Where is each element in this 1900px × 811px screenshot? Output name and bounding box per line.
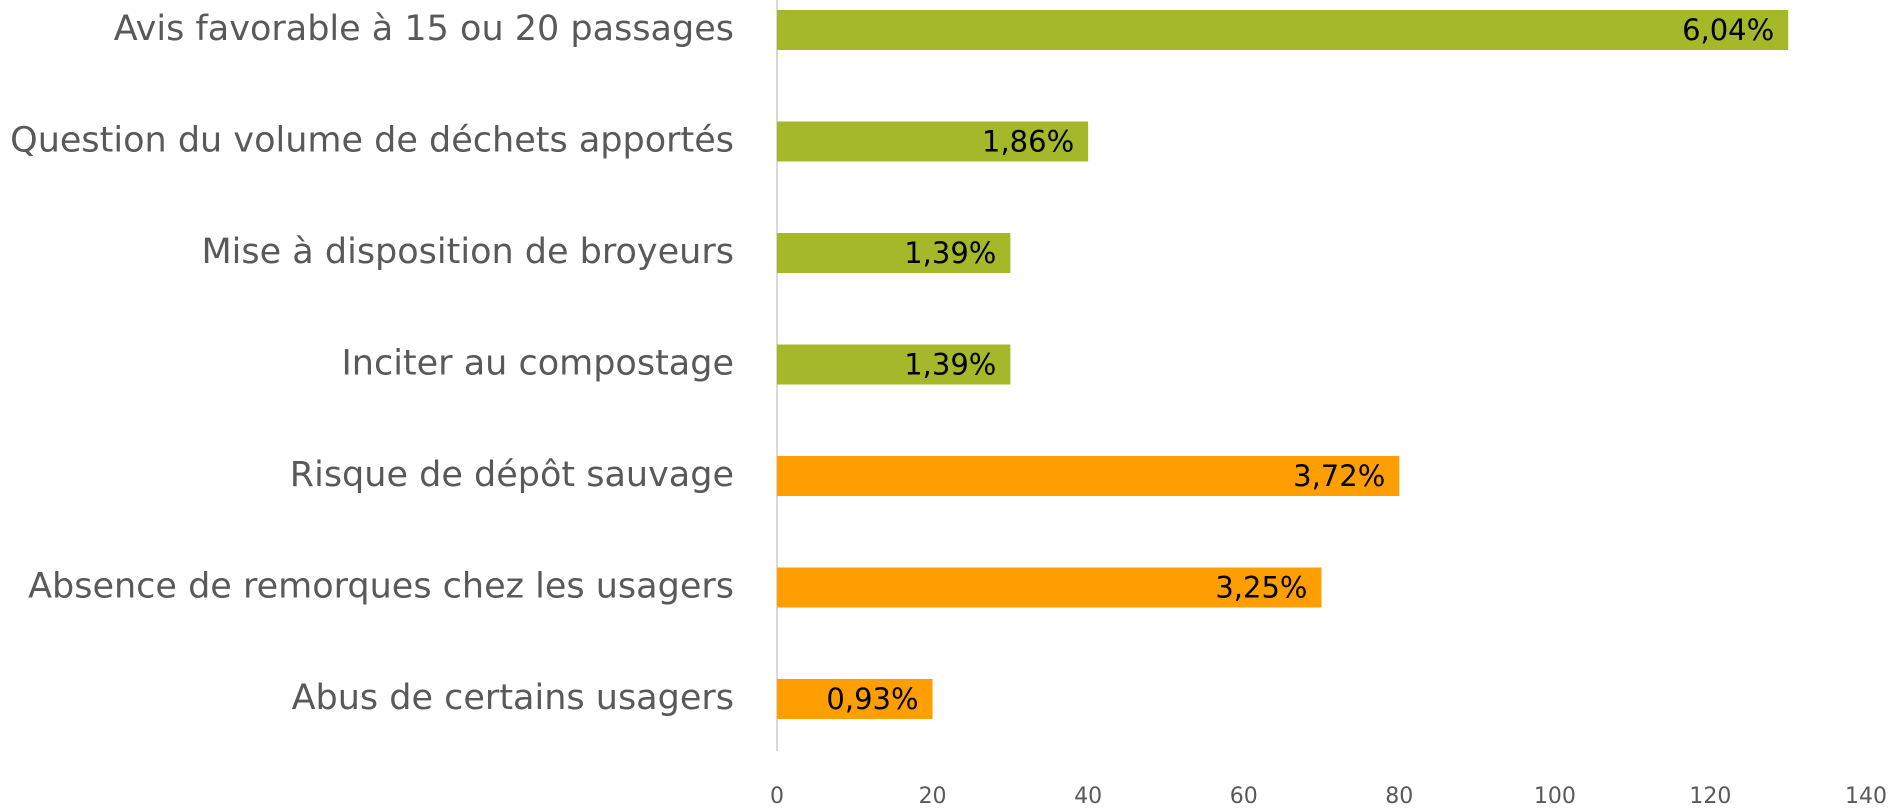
bar <box>777 567 1322 608</box>
bar <box>777 233 1011 273</box>
category-label: Mise à disposition de broyeurs <box>201 232 734 272</box>
category-label: Inciter au compostage <box>341 344 734 384</box>
x-tick-label: 100 <box>1534 784 1576 809</box>
category-label: Risque de dépôt sauvage <box>290 455 734 495</box>
x-tick-label: 120 <box>1689 784 1731 809</box>
bar <box>777 10 1789 50</box>
category-label: Avis favorable à 15 ou 20 passages <box>114 9 734 49</box>
category-label: Absence de remorques chez les usagers <box>28 567 734 607</box>
category-label: Abus de certains usagers <box>292 678 734 718</box>
bar <box>777 456 1400 496</box>
bar <box>777 344 1011 385</box>
bar <box>777 121 1089 162</box>
x-tick-label: 40 <box>1074 784 1102 809</box>
data-label: 3,72% <box>1293 459 1385 493</box>
x-tick-label: 60 <box>1230 784 1258 809</box>
data-label: 1,86% <box>982 125 1074 159</box>
bar <box>777 679 933 719</box>
data-label: 6,04% <box>1682 13 1774 47</box>
data-label: 1,39% <box>904 236 996 270</box>
data-label: 0,93% <box>826 682 918 716</box>
category-label: Question du volume de déchets apportés <box>10 121 734 161</box>
x-tick-label: 0 <box>770 784 784 809</box>
x-tick-label: 140 <box>1845 784 1887 809</box>
x-tick-label: 80 <box>1385 784 1413 809</box>
data-label: 1,39% <box>904 348 996 382</box>
data-label: 3,25% <box>1215 571 1307 605</box>
x-tick-label: 20 <box>919 784 947 809</box>
